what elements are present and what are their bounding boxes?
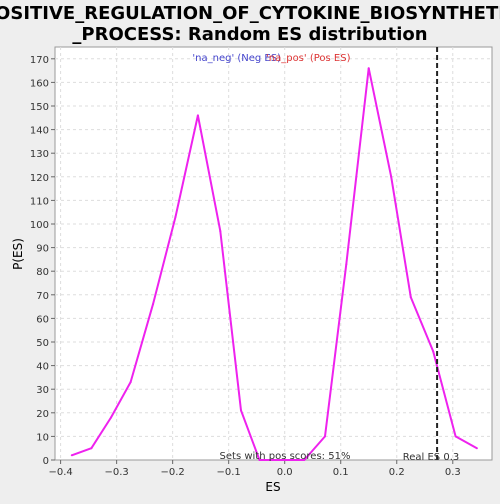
y-tick-label: 0 (43, 456, 49, 467)
data-point (196, 114, 199, 117)
y-tick-label: 150 (30, 102, 49, 113)
data-point (432, 350, 435, 353)
data-point (390, 175, 393, 178)
data-point (240, 409, 243, 412)
data-point (129, 381, 132, 384)
y-tick-label: 120 (30, 173, 49, 184)
x-tick-label: −0.4 (48, 467, 72, 478)
y-tick-label: 60 (36, 314, 49, 325)
data-point (278, 459, 281, 461)
data-point (303, 459, 306, 461)
pos-scores-annotation: Sets with pos scores: 51% (220, 451, 351, 462)
chart-title-line-2: _PROCESS: Random ES distribution (72, 24, 427, 45)
data-point (409, 296, 412, 299)
x-tick-label: 0.0 (277, 467, 293, 478)
real-es-annotation: Real ES 0.3 (403, 452, 459, 463)
data-point (90, 447, 93, 450)
y-tick-label: 160 (30, 78, 49, 89)
data-point (110, 416, 113, 419)
data-point (475, 447, 478, 450)
y-tick-label: 140 (30, 126, 49, 137)
data-point (345, 263, 348, 266)
chart-title-line-1: POSITIVE_REGULATION_OF_CYTOKINE_BIOSYNTH… (0, 3, 500, 24)
y-tick-label: 30 (36, 385, 49, 396)
grid-layer (55, 47, 492, 460)
y-tick-label: 40 (36, 362, 49, 373)
y-tick-label: 10 (36, 432, 49, 443)
x-tick-label: 0.2 (389, 467, 405, 478)
x-tick-label: −0.1 (217, 467, 241, 478)
y-tick-label: 50 (36, 338, 49, 349)
y-tick-label: 100 (30, 220, 49, 231)
data-point (258, 459, 261, 461)
y-tick-label: 90 (36, 244, 49, 255)
x-tick-label: 0.3 (445, 467, 461, 478)
data-point (324, 435, 327, 438)
data-point (367, 67, 370, 70)
series-layer (70, 67, 478, 461)
data-point (70, 454, 73, 457)
data-point (152, 303, 155, 306)
y-tick-label: 70 (36, 291, 49, 302)
data-point (219, 230, 222, 233)
y-tick-label: 80 (36, 267, 49, 278)
axis-layer: 0 10 20 30 40 50 60 70 80 90 100 110 120 130 140 150 160… (30, 55, 461, 478)
y-tick-label: 110 (30, 196, 49, 207)
y-tick-label: 170 (30, 55, 49, 66)
x-tick-label: −0.2 (161, 467, 185, 478)
y-tick-label: 20 (36, 409, 49, 420)
plot-area (54, 46, 493, 461)
data-point (174, 215, 177, 218)
x-tick-label: −0.3 (104, 467, 128, 478)
legend-pos-label: 'na_pos' (Pos ES) (266, 53, 351, 64)
x-axis-label: ES (265, 480, 280, 494)
es-distribution-line (71, 67, 478, 461)
data-point (454, 435, 457, 438)
legend-neg-label: 'na_neg' (Neg ES) (192, 53, 281, 64)
x-tick-label: 0.1 (333, 467, 349, 478)
y-tick-label: 130 (30, 149, 49, 160)
y-axis-label: P(ES) (11, 238, 25, 270)
